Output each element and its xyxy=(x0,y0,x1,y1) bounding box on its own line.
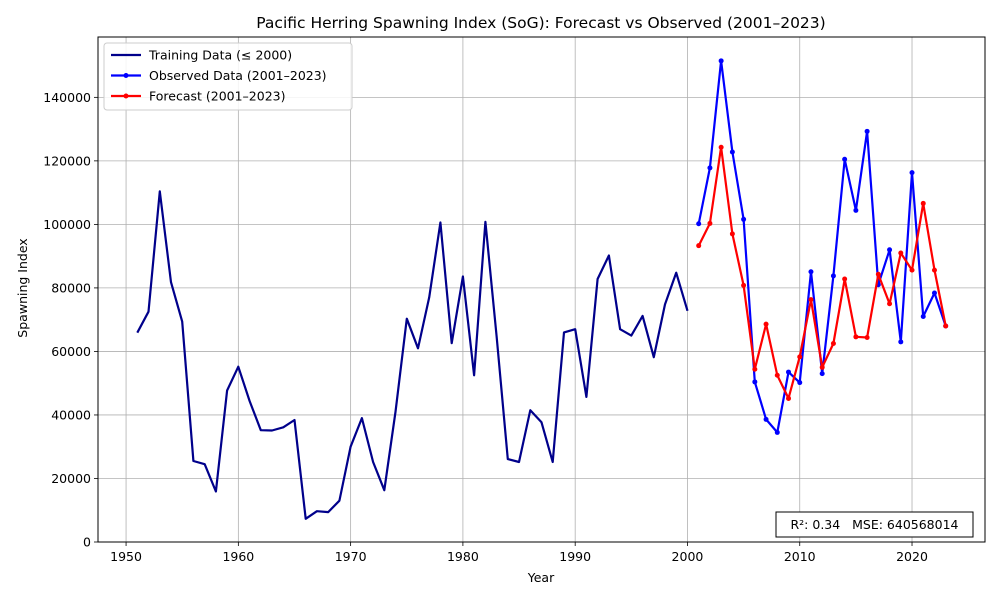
legend-box xyxy=(103,42,353,111)
grid-layer xyxy=(98,37,985,543)
legend-marker xyxy=(123,93,129,99)
data-point xyxy=(786,395,792,401)
data-point xyxy=(887,301,893,307)
metrics-text: R²: 0.34 MSE: 640568014 xyxy=(790,517,958,532)
x-tick-label: 1950 xyxy=(110,549,142,564)
data-point xyxy=(707,220,713,226)
data-point xyxy=(808,297,814,303)
data-point xyxy=(909,267,915,273)
data-point xyxy=(808,269,814,275)
data-point xyxy=(864,334,870,340)
x-tick-label: 1980 xyxy=(447,549,479,564)
x-axis-label: Year xyxy=(527,570,555,585)
data-point xyxy=(943,323,949,329)
y-tick-label: 100000 xyxy=(43,217,91,232)
data-point xyxy=(819,371,825,377)
y-tick-label: 80000 xyxy=(51,280,91,295)
y-tick-label: 140000 xyxy=(43,90,91,105)
data-point xyxy=(797,354,803,360)
series-line-0 xyxy=(136,190,689,520)
legend-label: Forecast (2001–2023) xyxy=(149,89,286,104)
y-tick-label: 20000 xyxy=(51,471,91,486)
y-tick-label: 60000 xyxy=(51,344,91,359)
data-point xyxy=(774,429,780,435)
data-point xyxy=(752,366,758,372)
data-point xyxy=(842,276,848,282)
data-point xyxy=(875,271,881,277)
data-point xyxy=(718,58,724,64)
data-point xyxy=(696,243,702,249)
plot-frame xyxy=(97,36,986,543)
y-tick-label: 0 xyxy=(83,535,91,550)
data-point xyxy=(853,334,859,340)
data-point xyxy=(741,216,747,222)
data-point xyxy=(718,144,724,150)
data-point xyxy=(842,156,848,162)
data-point xyxy=(909,170,915,176)
x-tick-label: 2020 xyxy=(896,549,928,564)
x-tick-label: 2010 xyxy=(784,549,816,564)
data-point xyxy=(696,221,702,227)
x-tick-label: 1970 xyxy=(335,549,367,564)
data-point xyxy=(931,290,937,296)
data-point xyxy=(752,379,758,385)
x-tick-label: 2000 xyxy=(672,549,704,564)
data-point xyxy=(729,231,735,237)
data-point xyxy=(741,282,747,288)
data-point xyxy=(864,128,870,134)
data-point xyxy=(830,273,836,279)
data-point xyxy=(920,200,926,206)
data-point xyxy=(931,267,937,273)
legend-label: Observed Data (2001–2023) xyxy=(149,68,327,83)
data-point xyxy=(898,339,904,345)
data-point xyxy=(887,247,893,253)
legend: Training Data (≤ 2000) Observed Data (200… xyxy=(103,42,353,111)
x-tick-label: 1990 xyxy=(559,549,591,564)
data-point xyxy=(853,207,859,213)
chart-title: Pacific Herring Spawning Index (SoG): Fo… xyxy=(256,14,825,32)
data-point xyxy=(763,321,769,327)
x-tick-label: 1960 xyxy=(222,549,254,564)
data-point xyxy=(830,340,836,346)
legend-label: Training Data (≤ 2000) xyxy=(148,48,292,63)
data-point xyxy=(920,313,926,319)
data-point xyxy=(786,369,792,375)
data-point xyxy=(774,372,780,378)
data-point xyxy=(797,380,803,386)
series-line-2 xyxy=(697,146,947,400)
legend-marker xyxy=(123,73,129,78)
y-tick-label: 120000 xyxy=(43,153,91,168)
data-point xyxy=(729,149,735,155)
metrics-annotation: R²: 0.34 MSE: 640568014 xyxy=(775,511,974,538)
data-point xyxy=(819,364,825,370)
data-point xyxy=(707,165,713,171)
data-point xyxy=(763,416,769,422)
axes-layer: 1950 1960 1970 1980 1990 2000 2010 2020 0 20000 40… xyxy=(43,36,986,564)
data-point xyxy=(898,250,904,256)
lines-layer xyxy=(136,58,949,520)
y-tick-label: 40000 xyxy=(51,407,91,422)
y-axis-label: Spawning Index xyxy=(15,238,30,337)
